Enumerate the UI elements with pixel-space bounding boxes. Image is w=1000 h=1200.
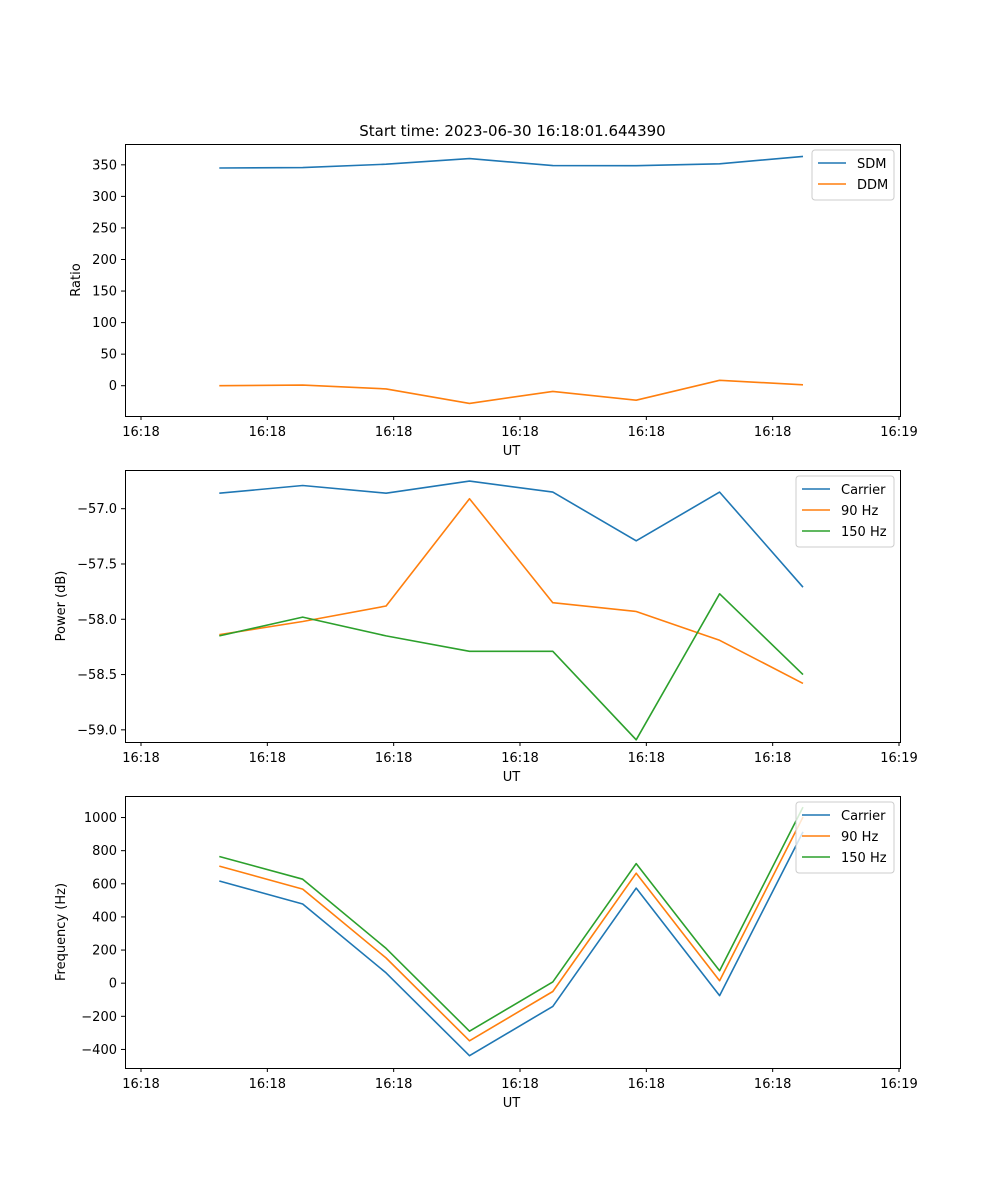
x-tick-label: 16:18 — [754, 425, 791, 440]
x-tick-label: 16:18 — [249, 425, 286, 440]
legend: Carrier 90 Hz 150 Hz — [795, 801, 895, 874]
y-tick-label: −200 — [81, 1010, 117, 1025]
y-tick-label: −57.0 — [77, 502, 117, 517]
y-tick-label: 400 — [92, 910, 117, 925]
axes-frame — [125, 144, 901, 417]
y-tick-label: 800 — [92, 844, 117, 859]
x-tick-label: 16:18 — [628, 1077, 665, 1092]
y-tick-label: 50 — [100, 348, 117, 363]
x-tick-label: 16:18 — [501, 425, 538, 440]
y-tick-label: 100 — [92, 316, 117, 331]
x-tick-label: 16:18 — [754, 1077, 791, 1092]
x-tick-label: 16:18 — [122, 751, 159, 766]
y-axis-label: Ratio — [69, 263, 84, 296]
legend-label: 90 Hz — [841, 830, 878, 845]
x-tick-label: 16:18 — [122, 425, 159, 440]
series-line-carrier — [219, 831, 804, 1057]
x-tick-label: 16:18 — [628, 751, 665, 766]
legend-label: 90 Hz — [841, 504, 878, 519]
series-line-150-hz — [219, 592, 804, 741]
x-tick-label: 16:18 — [628, 425, 665, 440]
series-line-ddm — [219, 379, 804, 405]
y-tick-label: 0 — [109, 379, 117, 394]
legend: Carrier 90 Hz 150 Hz — [795, 475, 895, 548]
y-tick-label: −59.0 — [77, 723, 117, 738]
x-tick-label: 16:18 — [375, 751, 412, 766]
y-tick-label: −58.5 — [77, 668, 117, 683]
y-tick-label: 0 — [109, 977, 117, 992]
legend-label: Carrier — [841, 809, 886, 824]
axes-frame — [125, 470, 901, 743]
series-line-150-hz — [219, 806, 804, 1032]
x-tick-label: 16:18 — [501, 751, 538, 766]
legend: SDM DDM — [811, 149, 895, 201]
y-axis-label: Power (dB) — [54, 571, 69, 642]
series-line-90-hz — [219, 497, 804, 685]
x-tick-label: 16:18 — [501, 1077, 538, 1092]
x-tick-label: 16:19 — [880, 751, 917, 766]
x-tick-label: 16:18 — [375, 425, 412, 440]
chart-panel-3: 16:18 16:18 16:18 16:18 16:18 16:18 16:19 −400 −… — [54, 796, 918, 1111]
x-axis-label: UT — [503, 1096, 521, 1111]
legend-box — [795, 801, 895, 874]
y-tick-label: 250 — [92, 221, 117, 236]
y-tick-label: 150 — [92, 285, 117, 300]
chart-panel-2: 16:18 16:18 16:18 16:18 16:18 16:18 16:19 −59.0… — [54, 470, 918, 785]
y-tick-label: −400 — [81, 1043, 117, 1058]
chart-title: Start time: 2023-06-30 16:18:01.644390 — [359, 122, 665, 140]
y-tick-label: −57.5 — [77, 557, 117, 572]
legend-label: Carrier — [841, 483, 886, 498]
legend-label: DDM — [857, 178, 888, 193]
x-tick-label: 16:19 — [880, 1077, 917, 1092]
y-tick-label: −58.0 — [77, 613, 117, 628]
legend-label: 150 Hz — [841, 851, 887, 866]
y-tick-label: 350 — [92, 158, 117, 173]
x-tick-label: 16:18 — [375, 1077, 412, 1092]
series-line-sdm — [219, 155, 804, 169]
series-line-90-hz — [219, 816, 804, 1042]
legend-label: 150 Hz — [841, 525, 887, 540]
x-axis-label: UT — [503, 444, 521, 459]
legend-label: SDM — [857, 157, 886, 172]
y-tick-label: 200 — [92, 944, 117, 959]
x-axis-label: UT — [503, 770, 521, 785]
series-line-carrier — [219, 480, 804, 588]
y-axis-label: Frequency (Hz) — [54, 883, 69, 981]
x-tick-label: 16:19 — [880, 425, 917, 440]
axes-frame — [125, 796, 901, 1069]
x-tick-label: 16:18 — [754, 751, 791, 766]
chart-panel-1: 16:18 16:18 16:18 16:18 16:18 16:18 16:19 0 50 10… — [69, 122, 918, 459]
x-tick-label: 16:18 — [249, 1077, 286, 1092]
legend-box — [795, 475, 895, 548]
x-tick-label: 16:18 — [122, 1077, 159, 1092]
y-tick-label: 600 — [92, 877, 117, 892]
y-tick-label: 300 — [92, 190, 117, 205]
y-tick-label: 1000 — [84, 811, 117, 826]
y-tick-label: 200 — [92, 253, 117, 268]
x-tick-label: 16:18 — [249, 751, 286, 766]
